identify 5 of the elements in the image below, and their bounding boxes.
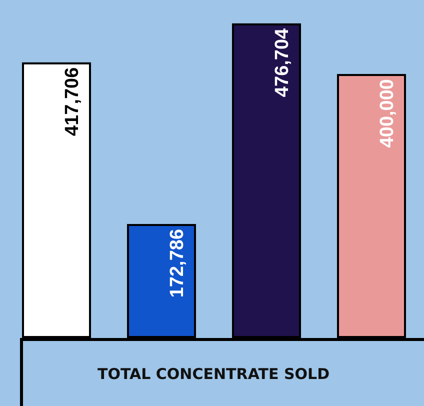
data-label: 476,704 (272, 28, 293, 98)
data-label: 400,000 (377, 79, 398, 148)
x-axis-title: TOTAL CONCENTRATE SOLD (20, 338, 424, 406)
data-label: 172,786 (167, 228, 188, 298)
data-label: 417,706 (62, 67, 83, 136)
